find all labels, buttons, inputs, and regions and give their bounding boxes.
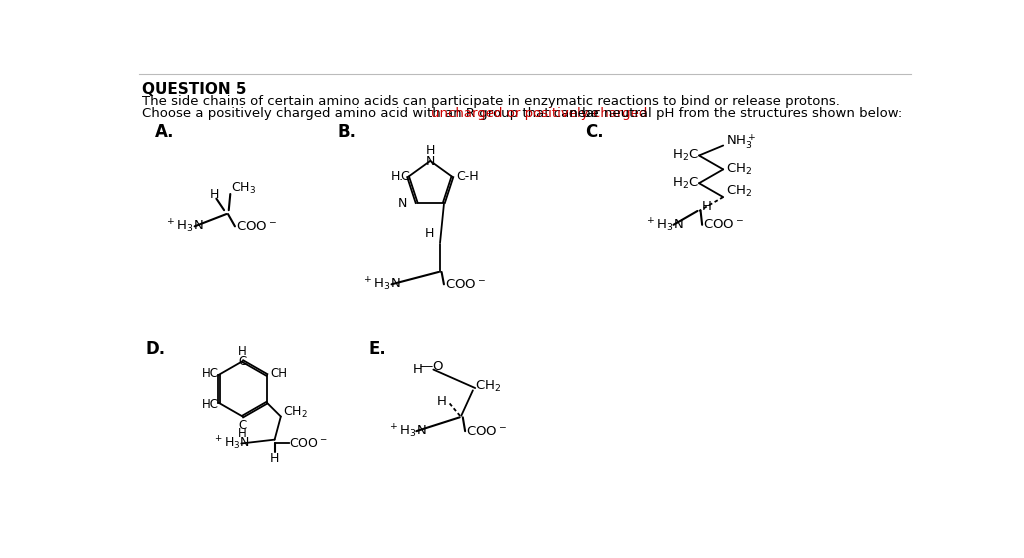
Text: H: H — [425, 227, 434, 240]
Text: N: N — [426, 155, 435, 168]
Text: HC: HC — [202, 367, 218, 380]
Text: C: C — [239, 355, 247, 368]
Text: COO$^-$: COO$^-$ — [444, 278, 485, 291]
Text: CH: CH — [270, 367, 287, 380]
Text: A.: A. — [155, 123, 175, 141]
Text: $^+$H$_3$N: $^+$H$_3$N — [213, 435, 250, 452]
Text: COO$^-$: COO$^-$ — [289, 437, 328, 450]
Text: C: C — [400, 170, 410, 184]
Text: $^+$H$_3$N: $^+$H$_3$N — [388, 422, 426, 440]
Text: H: H — [701, 200, 712, 213]
Text: CH$_2$: CH$_2$ — [284, 405, 308, 420]
Text: H: H — [210, 187, 219, 200]
Text: $\mathsf{\text{—O}}$: $\mathsf{\text{—O}}$ — [420, 360, 444, 373]
Text: C.: C. — [586, 123, 604, 141]
Text: near neutral pH from the structures shown below:: near neutral pH from the structures show… — [565, 107, 902, 120]
Text: The side chains of certain amino acids can participate in enzymatic reactions to: The side chains of certain amino acids c… — [142, 95, 840, 108]
Text: H: H — [426, 145, 435, 157]
Text: CH$_2$: CH$_2$ — [475, 379, 502, 394]
Text: $^+$H$_3$N: $^+$H$_3$N — [645, 216, 683, 233]
Text: D.: D. — [145, 340, 165, 358]
Text: Choose a positively charged amino acid with an R group that can be: Choose a positively charged amino acid w… — [142, 107, 603, 120]
Text: H: H — [436, 396, 446, 408]
Text: H: H — [239, 426, 247, 440]
Text: CH$_2$: CH$_2$ — [726, 184, 752, 199]
Text: QUESTION 5: QUESTION 5 — [142, 83, 247, 97]
Text: COO$^-$: COO$^-$ — [237, 220, 278, 233]
Text: $^+$H$_3$N: $^+$H$_3$N — [362, 276, 400, 293]
Text: CH$_2$: CH$_2$ — [726, 162, 752, 177]
Text: H$_2$C: H$_2$C — [672, 176, 698, 191]
Text: COO$^-$: COO$^-$ — [702, 218, 743, 232]
Text: HC: HC — [202, 398, 218, 411]
Text: B.: B. — [337, 123, 356, 141]
Text: CH$_3$: CH$_3$ — [231, 181, 256, 196]
Text: H: H — [414, 363, 423, 376]
Text: H: H — [270, 452, 280, 465]
Text: E.: E. — [369, 340, 386, 358]
Text: N: N — [398, 197, 408, 210]
Text: H: H — [239, 345, 247, 358]
Text: uncharged or positively charged: uncharged or positively charged — [431, 107, 647, 120]
Text: H.: H. — [391, 170, 404, 184]
Text: C-H: C-H — [457, 170, 479, 184]
Text: H$_2$C: H$_2$C — [672, 148, 698, 163]
Text: $^+$H$_3$N: $^+$H$_3$N — [165, 218, 204, 235]
Text: C: C — [239, 419, 247, 432]
Text: NH$_3^+$: NH$_3^+$ — [726, 132, 757, 151]
Text: COO$^-$: COO$^-$ — [466, 425, 507, 437]
